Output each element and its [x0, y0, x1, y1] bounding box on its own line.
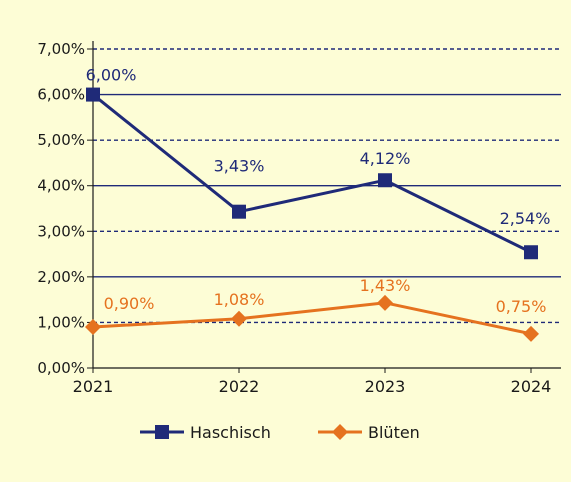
y-tick-label: 0,00%: [37, 359, 85, 377]
data-label: 3,43%: [214, 157, 265, 176]
data-point-marker: [378, 173, 392, 188]
data-label: 1,08%: [214, 290, 265, 309]
data-point-marker: [524, 245, 538, 260]
data-point-marker: [377, 294, 393, 311]
y-tick-label: 5,00%: [37, 131, 85, 149]
data-label: 4,12%: [360, 149, 411, 168]
axes: 0,00%1,00%2,00%3,00%4,00%5,00%6,00%7,00%…: [37, 40, 561, 396]
legend-item-haschisch: Haschisch: [140, 423, 271, 442]
y-tick-label: 6,00%: [37, 86, 85, 104]
y-tick-label: 7,00%: [37, 40, 85, 58]
legend-marker: [155, 425, 169, 439]
data-label: 0,75%: [496, 297, 547, 316]
x-tick-label: 2021: [73, 377, 114, 396]
series-line-blüten: [92, 301, 532, 336]
y-tick-label: 3,00%: [37, 222, 85, 240]
x-tick-label: 2022: [219, 377, 260, 396]
data-point-marker: [85, 318, 101, 335]
data-point-marker: [86, 87, 100, 102]
data-point-marker: [231, 310, 247, 327]
legend-label: Haschisch: [190, 423, 271, 442]
data-label: 6,00%: [86, 66, 137, 85]
y-tick-label: 4,00%: [37, 177, 85, 195]
data-label: 1,43%: [360, 276, 411, 295]
legend-marker: [332, 424, 348, 440]
gridlines: [93, 48, 561, 324]
data-point-marker: [523, 325, 539, 342]
y-tick-label: 1,00%: [37, 313, 85, 331]
data-point-marker: [232, 204, 246, 219]
data-label: 2,54%: [500, 209, 551, 228]
x-tick-label: 2023: [365, 377, 406, 396]
legend: Haschisch Blüten: [140, 423, 420, 442]
series-lines: [85, 87, 539, 342]
data-label: 0,90%: [104, 294, 155, 313]
data-labels: 6,00% 3,43% 4,12% 2,54% 0,90% 1,08% 1,43% 0,75%: [86, 66, 551, 316]
legend-label: Blüten: [368, 423, 420, 442]
series-line-haschisch: [92, 93, 532, 254]
y-tick-label: 2,00%: [37, 268, 85, 286]
legend-item-blüten: Blüten: [318, 423, 420, 442]
x-tick-label: 2024: [511, 377, 552, 396]
